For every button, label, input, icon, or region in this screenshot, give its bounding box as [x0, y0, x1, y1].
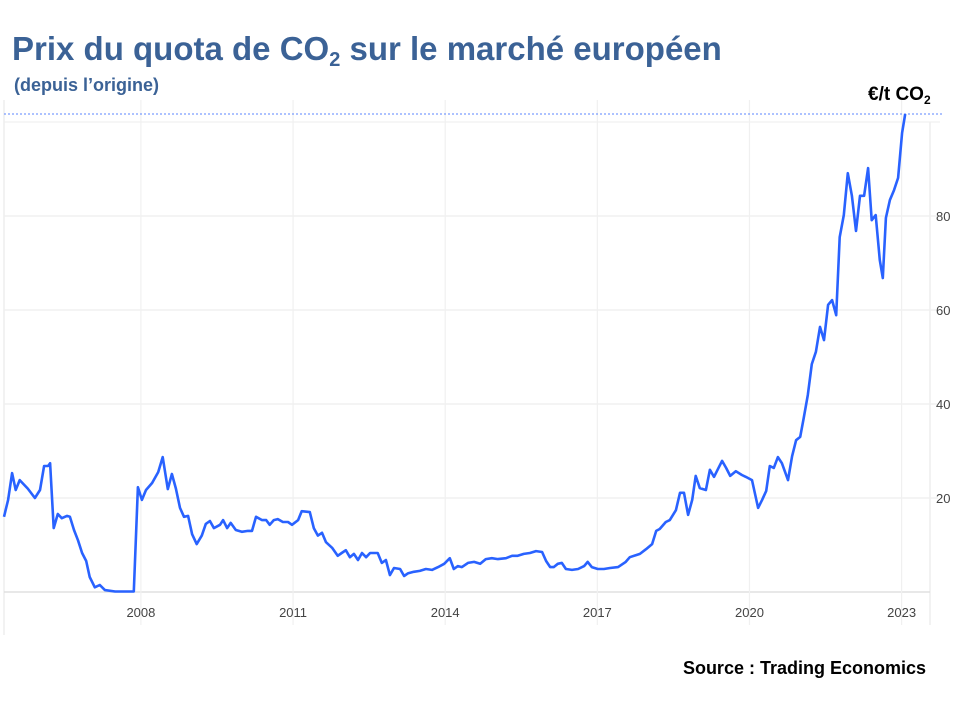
unit-text: €/t CO: [868, 84, 924, 105]
x-tick-label: 2011: [279, 605, 307, 620]
source-note: Source : Trading Economics: [682, 658, 926, 678]
y-tick-label: 60: [936, 303, 950, 318]
y-tick-label: 20: [936, 491, 950, 506]
chart-subtitle: (depuis l’origine): [14, 75, 160, 95]
y-tick-label: 40: [936, 397, 950, 412]
y-axis-unit: €/t CO2: [868, 84, 931, 107]
x-tick-label: 2008: [126, 605, 155, 620]
unit-subscript: 2: [923, 93, 931, 107]
title-subscript: 2: [329, 49, 341, 71]
price-series-line: [2, 113, 907, 593]
x-tick-label: 2017: [583, 605, 612, 620]
x-tick-label: 2014: [431, 605, 460, 620]
x-tick-label: 2023: [887, 605, 916, 620]
chart-title: Prix du quota de CO2 sur le marché europ…: [12, 30, 722, 72]
title-text: Prix du quota de CO: [12, 30, 330, 67]
title-suffix: sur le marché européen: [340, 30, 722, 67]
x-tick-label: 2020: [735, 605, 764, 620]
y-tick-label: 80: [936, 209, 950, 224]
